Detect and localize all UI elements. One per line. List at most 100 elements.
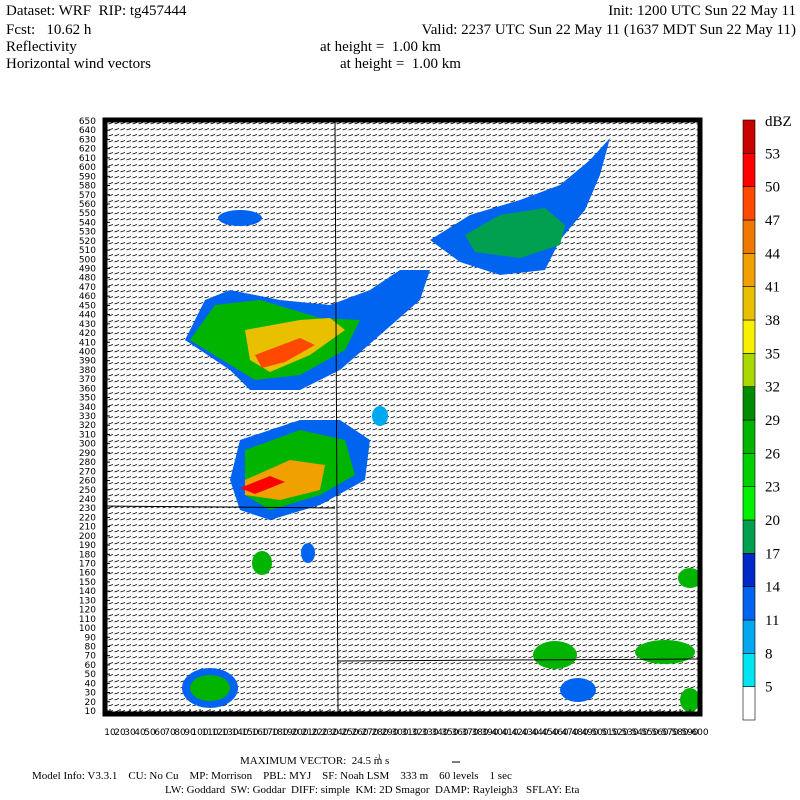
y-tick-label: 250 [79, 486, 96, 496]
x-tick-label: 330 [421, 728, 438, 738]
colorbar-label: 17 [765, 546, 781, 562]
colorbar-box [742, 253, 756, 287]
x-tick-label: 140 [231, 728, 248, 738]
y-tick-label: 540 [79, 218, 96, 228]
colorbar-label: 23 [765, 480, 780, 496]
y-tick-label: 640 [79, 126, 96, 136]
y-tick-label: 80 [85, 642, 97, 652]
y-tick-label: 370 [79, 375, 96, 385]
x-tick-label: 170 [261, 728, 278, 738]
colorbar-label: 29 [765, 413, 780, 429]
x-tick-label: 350 [441, 728, 458, 738]
y-tick-label: 560 [79, 200, 96, 210]
y-tick-label: 240 [79, 495, 96, 505]
y-tick-label: 580 [79, 182, 96, 192]
x-tick-label: 410 [501, 728, 518, 738]
colorbar-label: 11 [765, 613, 779, 629]
model-info: Model Info: V3.3.1 CU: No Cu MP: Morriso… [32, 770, 512, 782]
y-tick-label: 130 [79, 596, 96, 606]
y-tick-label: 420 [79, 329, 96, 339]
colorbar-box [742, 286, 756, 321]
colorbar-box [742, 153, 756, 187]
y-tick-label: 50 [85, 670, 97, 680]
field1: Reflectivity [6, 39, 77, 55]
x-tick-label: 340 [431, 728, 448, 738]
y-tick-label: 140 [79, 587, 96, 597]
x-tick-label: 240 [331, 728, 348, 738]
colorbar-label: 44 [765, 246, 781, 262]
reflectivity [182, 138, 702, 712]
colorbar-box [742, 519, 756, 554]
x-tick-label: 390 [481, 728, 498, 738]
x-tick-label: 30 [124, 728, 136, 738]
plot-frame [102, 117, 703, 717]
y-tick-label: 280 [79, 458, 96, 468]
y-tick-label: 260 [79, 477, 96, 487]
x-tick-label: 440 [531, 728, 548, 738]
x-tick-label: 110 [201, 728, 218, 738]
x-tick-label: 430 [521, 728, 538, 738]
colorbar-box [742, 319, 756, 354]
x-tick-label: 370 [461, 728, 478, 738]
x-tick-label: 100 [191, 728, 208, 738]
y-tick-label: 210 [79, 523, 96, 533]
x-tick-label: 450 [541, 728, 558, 738]
field2: Horizontal wind vectors [6, 56, 151, 72]
x-tick-label: 460 [551, 728, 568, 738]
x-tick-label: 480 [571, 728, 588, 738]
colorbar-box [742, 553, 756, 587]
x-tick-label: 90 [184, 728, 196, 738]
x-tick-label: 230 [321, 728, 338, 738]
init-time: Init: 1200 UTC Sun 22 May 11 [608, 3, 796, 19]
x-tick-label: 50 [144, 728, 156, 738]
y-tick-label: 600 [79, 163, 96, 173]
y-tick-label: 430 [79, 320, 96, 330]
max-vector-exp: -1 [375, 753, 381, 761]
x-tick-label: 300 [391, 728, 408, 738]
y-tick-label: 500 [79, 255, 96, 265]
x-tick-label: 210 [301, 728, 318, 738]
x-tick-label: 20 [114, 728, 126, 738]
wind-vectors [105, 120, 700, 714]
physics-info: LW: Goddard SW: Goddar DIFF: simple KM: … [165, 784, 579, 796]
y-tick-label: 510 [79, 246, 96, 256]
x-tick-label: 160 [251, 728, 268, 738]
valid-time: Valid: 2237 UTC Sun 22 May 11 (1637 MDT … [422, 22, 796, 38]
x-tick-label: 570 [661, 728, 678, 738]
y-tick-label: 380 [79, 366, 96, 376]
y-tick-label: 290 [79, 449, 96, 459]
x-tick-label: 150 [241, 728, 258, 738]
y-tick-label: 490 [79, 265, 96, 275]
max-vector: MAXIMUM VECTOR: 24.5 m s [240, 755, 389, 767]
colorbar-label: 14 [765, 580, 781, 596]
y-tick-label: 350 [79, 394, 96, 404]
y-tick-label: 70 [85, 652, 97, 662]
dataset: Dataset: WRF RIP: tg457444 [6, 3, 187, 19]
colorbar-box [742, 419, 756, 454]
field1-height: at height = 1.00 km [320, 39, 441, 55]
y-tick-label: 30 [85, 689, 97, 699]
y-tick-label: 480 [79, 274, 96, 284]
x-tick-label: 250 [341, 728, 358, 738]
colorbar-label: 47 [765, 213, 781, 229]
y-tick-label: 390 [79, 357, 96, 367]
y-tick-label: 180 [79, 550, 96, 560]
y-tick-label: 450 [79, 301, 96, 311]
y-tick-label: 110 [79, 615, 96, 625]
x-tick-label: 120 [211, 728, 228, 738]
x-tick-label: 420 [511, 728, 528, 738]
y-tick-label: 320 [79, 421, 96, 431]
x-tick-label: 10 [104, 728, 116, 738]
y-tick-label: 550 [79, 209, 96, 219]
colorbar-box [742, 686, 756, 721]
x-tick-label: 40 [134, 728, 146, 738]
colorbar-label: 32 [765, 380, 780, 396]
y-tick-label: 360 [79, 384, 96, 394]
boundaries [104, 119, 701, 715]
y-tick-label: 440 [79, 311, 96, 321]
y-tick-label: 200 [79, 532, 96, 542]
x-tick-label: 60 [154, 728, 166, 738]
x-tick-label: 400 [491, 728, 508, 738]
x-tick-label: 360 [451, 728, 468, 738]
